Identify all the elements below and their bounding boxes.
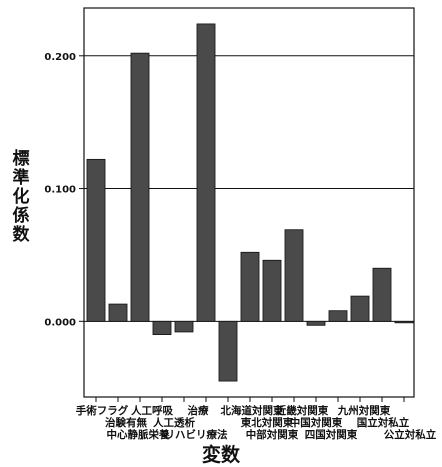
plot-frame: [83, 7, 415, 398]
bar: [372, 267, 392, 322]
bar: [152, 320, 172, 336]
y-tick-label: 0.100: [44, 185, 76, 196]
x-tick-label: 治療: [188, 404, 209, 417]
bar: [218, 320, 238, 382]
bar: [130, 52, 150, 322]
x-tick-label: 人工透析: [153, 416, 195, 429]
x-tick-label: 中心静脈栄養: [107, 428, 170, 441]
bar: [306, 320, 326, 326]
bar: [108, 303, 128, 322]
x-tick-label: 公立対私立: [384, 428, 437, 441]
x-tick-label: 北海道対関東: [221, 404, 284, 417]
x-tick-label: 手術フラグ: [76, 404, 129, 417]
x-tick-label: 九州対関東: [337, 404, 391, 417]
y-tick-label: 0.000: [44, 317, 76, 328]
bar: [196, 23, 216, 322]
bar: [328, 310, 348, 322]
bar: [350, 295, 370, 322]
y-axis-label-char: 標: [12, 149, 30, 169]
bar: [394, 320, 414, 324]
y-tick-label: 0.200: [44, 52, 76, 63]
bar: [262, 259, 282, 322]
x-tick-label: リハビリ療法: [165, 428, 228, 441]
x-tick-label: 近畿対関東: [276, 404, 329, 417]
x-tick-label: 四国対関東: [305, 428, 358, 441]
x-tick-label: 東北対関東: [241, 416, 294, 429]
x-tick-label: 人工呼吸: [131, 404, 173, 417]
x-tick-label: 治験有無: [105, 416, 147, 429]
x-tick-label: 国立対私立: [357, 416, 410, 429]
x-axis-label: 変数: [201, 444, 240, 466]
bar: [284, 229, 304, 322]
bar: [86, 158, 106, 322]
bar: [174, 320, 194, 333]
bar: [240, 251, 260, 322]
x-tick-label: 中国対関東: [290, 416, 343, 429]
y-axis-label-char: 化: [12, 187, 30, 207]
y-axis-label-char: 準: [12, 168, 30, 188]
y-axis-label-char: 係: [12, 206, 30, 226]
y-axis-label-char: 数: [12, 225, 30, 245]
x-tick-label: 中部対関東: [246, 428, 299, 441]
y-axis-label: 標準化係数: [8, 150, 34, 245]
